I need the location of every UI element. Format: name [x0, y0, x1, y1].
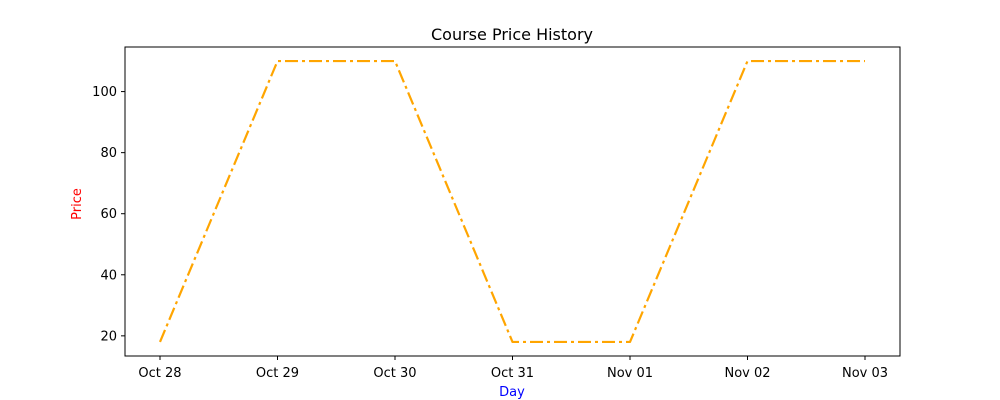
plot-area-frame	[124, 46, 901, 357]
x-tick-label: Nov 03	[842, 366, 888, 381]
chart-title: Course Price History	[431, 25, 593, 44]
series-line-0	[158, 59, 865, 344]
y-axis: 20 40 60 80 100	[92, 85, 125, 344]
x-tick-label: Oct 28	[138, 366, 181, 381]
y-tick-label: 40	[100, 268, 117, 283]
y-tick-label: 20	[100, 329, 117, 344]
x-tick-label: Nov 01	[607, 366, 653, 381]
x-tick-label: Oct 30	[373, 366, 416, 381]
y-axis-label: Price	[70, 188, 85, 220]
y-tick-label: 80	[100, 146, 117, 161]
x-tick-label: Nov 02	[724, 366, 770, 381]
x-axis: Oct 28 Oct 29 Oct 30 Oct 31 Nov 01 Nov 02 Nov …	[138, 356, 888, 381]
x-axis-label: Day	[499, 385, 525, 400]
y-tick-label: 100	[92, 85, 117, 100]
x-tick-label: Oct 31	[491, 366, 534, 381]
y-tick-label: 60	[100, 207, 117, 222]
series-layer	[158, 59, 865, 344]
x-tick-label: Oct 29	[256, 366, 299, 381]
